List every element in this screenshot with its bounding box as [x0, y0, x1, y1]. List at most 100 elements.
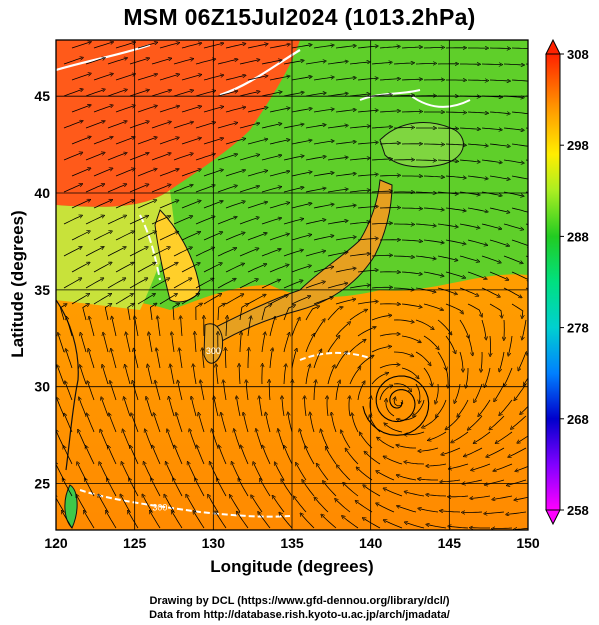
streamline — [467, 80, 487, 81]
streamline — [343, 517, 359, 529]
streamline — [291, 140, 311, 145]
streamline — [173, 59, 193, 65]
streamline — [239, 304, 247, 321]
streamline — [522, 319, 527, 339]
streamline — [429, 431, 447, 440]
streamline — [181, 170, 200, 177]
streamline — [151, 59, 170, 65]
streamline — [266, 413, 271, 433]
colorbar-tick-label: 258 — [567, 503, 589, 518]
streamline — [137, 43, 156, 49]
streamline — [481, 64, 501, 65]
streamline — [313, 141, 333, 145]
streamline — [181, 201, 200, 209]
streamline — [489, 303, 502, 317]
streamline — [423, 208, 443, 210]
streamline — [269, 203, 289, 209]
streamline — [261, 60, 281, 65]
streamline — [230, 496, 241, 513]
streamline — [85, 479, 95, 497]
streamline — [154, 414, 161, 433]
streamline — [327, 397, 328, 417]
streamline — [371, 347, 390, 353]
streamline — [225, 233, 244, 241]
streamline — [239, 279, 257, 289]
streamline — [489, 80, 509, 81]
streamline — [159, 75, 178, 81]
streamline — [305, 282, 324, 289]
streamline — [504, 367, 513, 386]
streamline — [459, 255, 478, 261]
streamline — [59, 304, 66, 321]
streamline — [291, 77, 311, 81]
streamline — [107, 121, 126, 129]
streamline — [172, 333, 175, 353]
streamline — [423, 303, 442, 310]
streamline — [145, 430, 153, 449]
streamline — [261, 333, 265, 353]
streamline — [234, 430, 241, 449]
streamline — [115, 137, 134, 145]
streamline — [217, 248, 236, 257]
streamline — [175, 446, 183, 465]
streamline — [335, 323, 350, 337]
streamline — [93, 200, 112, 209]
streamline — [203, 263, 221, 273]
streamline — [405, 462, 425, 465]
streamline — [151, 216, 170, 225]
streamline — [437, 128, 457, 129]
streamline — [115, 74, 134, 81]
streamline — [393, 63, 413, 64]
streamline — [280, 513, 293, 529]
streamline — [283, 93, 303, 97]
streamline — [107, 479, 117, 497]
streamline — [159, 43, 179, 49]
streamline — [401, 79, 421, 80]
streamline — [246, 381, 249, 401]
streamline — [313, 109, 333, 113]
streamline — [85, 216, 103, 225]
streamline — [125, 366, 131, 385]
streamline — [465, 447, 483, 456]
streamline — [202, 349, 204, 369]
streamline — [427, 463, 447, 466]
streamline — [93, 294, 111, 305]
streamline — [305, 447, 315, 465]
streamline — [178, 381, 183, 401]
streamline — [357, 207, 377, 209]
streamline — [261, 249, 280, 257]
streamline — [63, 58, 82, 65]
streamline — [398, 415, 417, 420]
streamline — [305, 93, 325, 97]
streamline — [463, 512, 483, 513]
streamline — [416, 160, 435, 161]
streamline — [349, 190, 369, 193]
streamline — [99, 495, 109, 513]
streamline — [63, 153, 82, 161]
streamline — [489, 239, 508, 246]
streamline — [423, 176, 443, 177]
streamline — [269, 44, 289, 49]
streamline — [137, 74, 156, 81]
streamline — [85, 90, 104, 97]
streamline — [379, 143, 399, 144]
streamline — [471, 495, 491, 498]
streamline — [225, 107, 245, 113]
streamline — [335, 299, 355, 305]
streamline — [327, 366, 334, 385]
streamline — [261, 124, 281, 129]
streamline — [415, 63, 435, 64]
streamline — [379, 386, 392, 401]
streamline — [263, 446, 271, 465]
streamline — [107, 153, 126, 161]
streamline — [357, 270, 377, 273]
streamline — [115, 106, 134, 113]
streamline — [384, 520, 403, 529]
streamline — [401, 208, 421, 209]
streamline — [487, 447, 505, 457]
streamline — [269, 381, 270, 401]
streamline — [481, 287, 499, 297]
streamline — [181, 263, 199, 273]
streamline — [305, 397, 306, 417]
streamline — [446, 415, 461, 429]
